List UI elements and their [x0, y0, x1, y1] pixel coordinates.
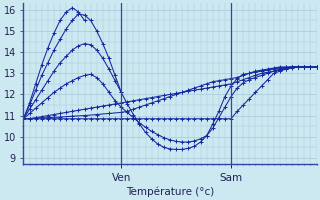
X-axis label: Température (°c): Température (°c): [126, 186, 214, 197]
